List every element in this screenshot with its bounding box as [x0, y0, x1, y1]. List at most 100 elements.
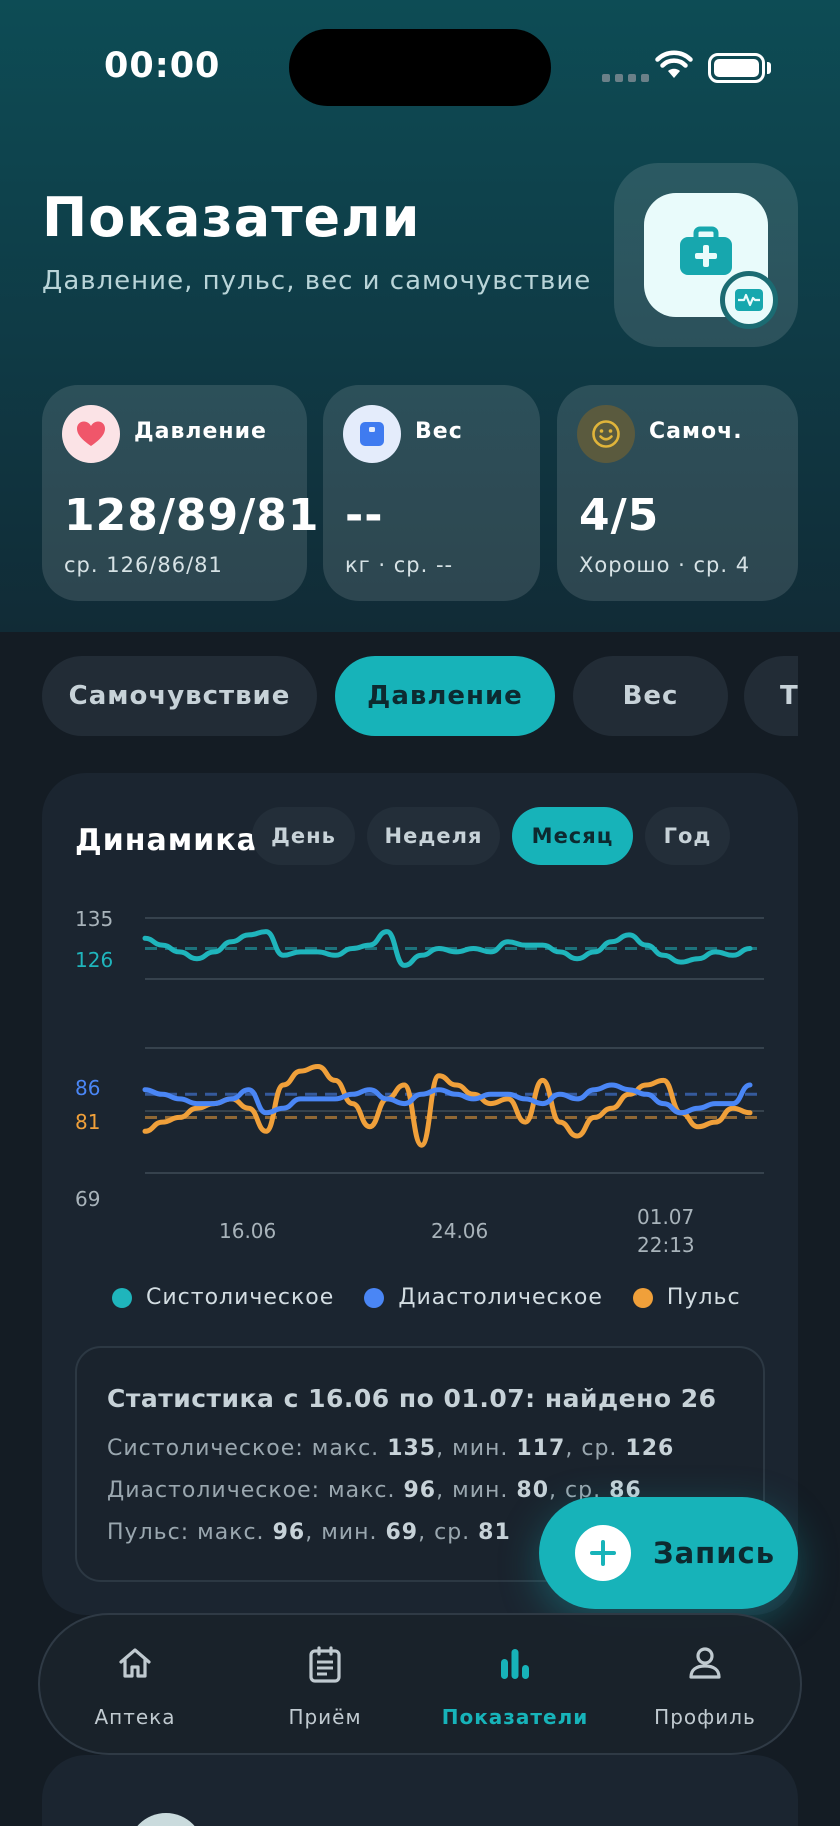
add-record-label: Запись	[653, 1536, 776, 1570]
page-title: Показатели	[42, 186, 421, 249]
legend-label: Систолическое	[146, 1285, 335, 1310]
metric-value: 128/89/81	[64, 490, 320, 541]
series-line	[142, 1064, 753, 1148]
cellular-signal-icon	[602, 74, 649, 82]
stats-min: 80	[516, 1478, 550, 1503]
legend-label: Диастолическое	[398, 1285, 603, 1310]
stats-max: 96	[403, 1478, 437, 1503]
x-tick-label: 16.06	[219, 1219, 276, 1243]
tabbar-label: Аптека	[94, 1705, 176, 1729]
scale-icon	[343, 405, 401, 463]
house-icon	[119, 1648, 151, 1678]
legend-dot	[632, 1287, 653, 1308]
ecg-icon	[720, 271, 778, 329]
stats-avg-label: ср.	[434, 1520, 471, 1545]
heart-icon	[62, 405, 120, 463]
medical-kit-badge[interactable]	[614, 163, 798, 347]
bar-chart-icon	[501, 1649, 529, 1679]
tabbar-item-intake[interactable]: Приём	[230, 1615, 420, 1757]
dynamic-island	[289, 29, 551, 106]
tabbar-item-metrics[interactable]: Показатели	[420, 1615, 610, 1757]
legend-label: Пульс	[666, 1285, 741, 1310]
y-tick-label: 81	[75, 1110, 100, 1134]
metric-label: Давление	[134, 419, 267, 444]
medical-kit-icon-tile	[644, 193, 778, 329]
status-bar: 00:00	[0, 0, 840, 140]
stats-avg: 126	[625, 1436, 675, 1461]
list-icon	[309, 1646, 341, 1683]
add-record-button[interactable]: Запись	[539, 1497, 798, 1609]
chart-title: Динамика	[75, 823, 258, 858]
stats-name: Диастолическое	[107, 1478, 312, 1503]
tabbar-label: Профиль	[654, 1705, 756, 1729]
tabbar-item-profile[interactable]: Профиль	[610, 1615, 800, 1757]
page-subtitle: Давление, пульс, вес и самочувствие	[42, 266, 592, 296]
stats-min: 69	[385, 1520, 419, 1545]
plus-icon	[575, 1525, 631, 1581]
category-tabs: Самочувствие Давление Вес Температура	[42, 656, 798, 736]
tabbar-label: Приём	[288, 1705, 362, 1729]
stats-max-label: макс.	[197, 1520, 265, 1545]
stats-max: 135	[387, 1436, 437, 1461]
smile-icon	[577, 405, 635, 463]
stats-avg-label: ср.	[581, 1436, 618, 1461]
chart-legend: Систолическое Диастолическое Пульс	[112, 1285, 771, 1310]
metric-label: Вес	[415, 419, 463, 444]
series-line	[142, 1082, 753, 1116]
tab-mood[interactable]: Самочувствие	[42, 656, 317, 736]
series-line	[142, 929, 753, 968]
tab-temperature[interactable]: Температура	[744, 656, 798, 736]
legend-item-pulse: Пульс	[632, 1285, 741, 1310]
wifi-icon	[655, 50, 693, 78]
next-card-peek	[42, 1755, 798, 1826]
period-day[interactable]: День	[252, 807, 355, 865]
battery-tip	[767, 62, 771, 74]
y-tick-label: 135	[75, 907, 113, 931]
metric-average: Хорошо · ср. 4	[579, 553, 751, 577]
metric-value: --	[345, 490, 384, 541]
stats-avg: 81	[478, 1520, 511, 1545]
metric-card-mood[interactable]: Самоч. 4/5 Хорошо · ср. 4	[557, 385, 798, 601]
status-time: 00:00	[104, 46, 221, 86]
stats-name: Систолическое	[107, 1436, 296, 1461]
x-tick-label: 24.06	[431, 1219, 488, 1243]
dynamics-card: Динамика День Неделя Месяц Год 135 126 86 8…	[42, 773, 798, 1615]
legend-item-diastolic: Диастолическое	[364, 1285, 603, 1310]
stats-max-label: макс.	[328, 1478, 396, 1503]
period-year[interactable]: Год	[645, 807, 730, 865]
stats-row-systolic: Систолическое: макс. 135, мин. 117, ср. …	[107, 1436, 675, 1461]
statistics-title: Статистика с 16.06 по 01.07: найдено 26	[107, 1384, 717, 1413]
stats-row-diastolic: Диастолическое: макс. 96, мин. 80, ср. 8…	[107, 1478, 642, 1503]
avatar	[128, 1813, 204, 1826]
legend-dot	[364, 1287, 385, 1308]
metric-card-pressure[interactable]: Давление 128/89/81 ср. 126/86/81	[42, 385, 318, 601]
person-icon	[689, 1647, 721, 1679]
statistics-box: Статистика с 16.06 по 01.07: найдено 26 …	[75, 1346, 765, 1582]
y-tick-label: 86	[75, 1076, 100, 1100]
tabbar-item-pharmacy[interactable]: Аптека	[40, 1615, 230, 1757]
metric-average: кг · ср. --	[345, 553, 454, 577]
y-tick-label: 69	[75, 1187, 100, 1211]
metric-average: ср. 126/86/81	[64, 553, 223, 577]
tabbar-label: Показатели	[441, 1705, 589, 1729]
tab-weight[interactable]: Вес	[573, 656, 728, 736]
tab-pressure[interactable]: Давление	[335, 656, 555, 736]
battery-icon	[708, 53, 765, 83]
medical-kit-icon	[680, 226, 732, 275]
metric-label: Самоч.	[649, 419, 743, 444]
stats-min-label: мин.	[452, 1436, 509, 1461]
stats-name: Пульс	[107, 1520, 181, 1545]
period-month[interactable]: Месяц	[512, 807, 633, 865]
stats-max: 96	[272, 1520, 306, 1545]
pressure-line-chart: 135 126 86 81 69 16.06 24.06 01.07 22:13	[75, 907, 764, 1257]
header-section: 00:00 Показатели Давление, пульс, вес и …	[0, 0, 840, 632]
stats-min-label: мин.	[452, 1478, 509, 1503]
bottom-tab-bar: Аптека Приём Показатели Профиль	[38, 1613, 802, 1755]
x-tick-label: 01.07	[637, 1205, 694, 1229]
metric-value: 4/5	[579, 490, 660, 541]
metric-card-weight[interactable]: Вес -- кг · ср. --	[323, 385, 540, 601]
stats-min: 117	[516, 1436, 566, 1461]
period-week[interactable]: Неделя	[367, 807, 500, 865]
x-tick-label: 22:13	[637, 1233, 695, 1257]
stats-max-label: макс.	[311, 1436, 380, 1461]
